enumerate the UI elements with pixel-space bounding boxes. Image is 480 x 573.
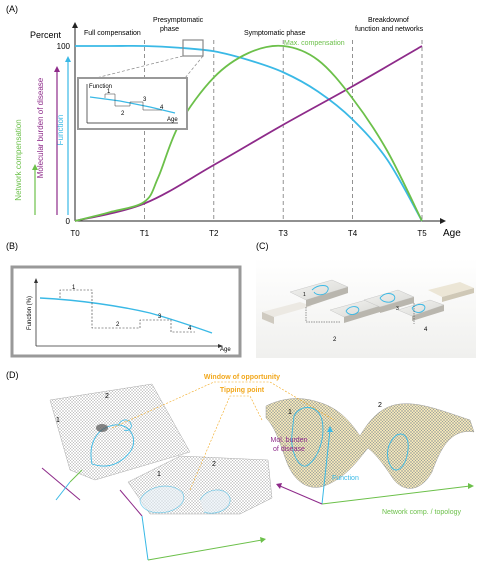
landscape-3: 1 2 [265, 398, 475, 505]
landscape-1: 1 2 [41, 383, 191, 501]
series-0-line [75, 44, 423, 222]
landscape-3-label-1: 1 [288, 409, 292, 416]
panel-b-frame [10, 265, 242, 358]
window-of-opportunity: Window of opportunity Tipping point [111, 374, 335, 491]
series-2-line [74, 44, 423, 222]
x-tick-T1: T1 [140, 229, 150, 238]
x-tick-T2: T2 [209, 229, 219, 238]
landscape-2-label-1: 1 [157, 471, 161, 478]
panel-c-step-4: 4 [424, 327, 428, 333]
x-axis-title: Age [443, 228, 461, 239]
phase-symptomatic: Symptomatic phase [244, 30, 306, 37]
inset-step-2: 2 [121, 111, 125, 117]
panel-b-function-curve [39, 297, 213, 334]
series-1-line [74, 45, 423, 222]
panel-b-step-3: 3 [158, 314, 162, 320]
y-tick-100: 100 [57, 42, 71, 51]
mol-burden-label: Mol. burden of disease [271, 437, 308, 453]
molecular-burden-label: Molecular burden of disease [36, 77, 45, 178]
y-tick-0: 0 [66, 217, 71, 226]
panel-c-step-1: 1 [303, 292, 306, 298]
inset-step-3: 3 [143, 97, 147, 103]
window-label: Window of opportunity [204, 374, 280, 381]
inset-xlabel: Age [167, 117, 178, 123]
landscape-3-label-2: 2 [378, 402, 382, 409]
series-group [74, 44, 423, 222]
panel-c-staircase [262, 279, 474, 324]
panel-c-step-3: 3 [396, 306, 399, 312]
colored-axis-labels: Network compensation Molecular burden of… [14, 56, 71, 215]
landscape-1-label-1: 1 [56, 417, 60, 424]
panel-b-step-4: 4 [188, 326, 192, 332]
panel-b-ylabel: Function (%) [27, 296, 33, 330]
function-label: Function [56, 115, 65, 146]
panel-b-step-1: 1 [72, 285, 76, 291]
panel-b-step-2: 2 [116, 322, 120, 328]
x-ticks: T0 T1 T2 T3 T4 T5 [70, 229, 427, 238]
landscape-2-label-2: 2 [212, 461, 216, 468]
inset-ylabel: Function [89, 84, 112, 90]
panel-a-label: (A) [6, 4, 18, 14]
panel-b-xlabel: Age [220, 347, 231, 353]
y-axis-arrow [72, 22, 78, 28]
inset-panel: Function Age 1 2 3 4 [77, 77, 188, 130]
landscape-2: 1 2 [119, 455, 273, 561]
function-axis-label: Function [332, 475, 359, 482]
panel-b-steps [59, 289, 195, 333]
phase-breakdown: Breakdownof function and networks [355, 17, 424, 33]
landscape-1-label-2: 2 [105, 393, 109, 400]
phase-guides [143, 40, 423, 221]
y-axis-title: Percent [30, 30, 62, 40]
network-axis-label: Network comp. / topology [382, 509, 461, 516]
x-tick-T0: T0 [70, 229, 80, 238]
zoom-box [182, 39, 204, 57]
x-tick-T5: T5 [417, 229, 427, 238]
panel-c-step-2: 2 [333, 337, 337, 343]
x-axis-arrow [440, 218, 446, 224]
x-tick-T3: T3 [279, 229, 289, 238]
x-tick-T4: T4 [348, 229, 358, 238]
tipping-label: Tipping point [220, 387, 265, 394]
phase-full-compensation: Full compensation [84, 30, 141, 37]
inset-step-1: 1 [107, 89, 111, 95]
phase-presymptomatic: Presymptomatic phase [153, 17, 204, 33]
max-compensation-label: Max. compensation [284, 40, 345, 47]
inset-step-4: 4 [160, 105, 164, 111]
panel-d-label: (D) [6, 370, 19, 380]
network-compensation-label: Network compensation [14, 119, 23, 200]
panel-a-chart: (A) Percent Age 100 0 T0 T1 T2 T3 T4 T5 Netwo… [6, 4, 461, 239]
